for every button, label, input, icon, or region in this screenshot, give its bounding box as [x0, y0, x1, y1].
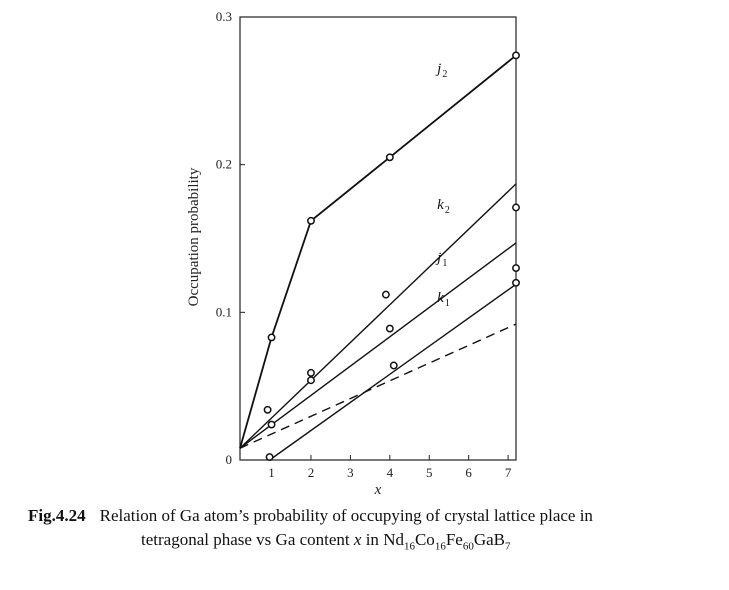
x-tick-label: 1: [268, 465, 275, 480]
x-tick-label: 4: [387, 465, 394, 480]
caption-text-3: in: [361, 530, 384, 549]
y-tick-label: 0.3: [216, 9, 232, 24]
series-lines: [239, 54, 517, 461]
series-line-k2: [239, 183, 517, 449]
series-line-dashed: [239, 323, 517, 449]
data-point-k2: [307, 368, 315, 377]
x-axis-label: x: [374, 482, 382, 498]
data-point-k2: [263, 405, 272, 414]
x-tick-label: 5: [426, 465, 433, 480]
caption-line-2: tetragonal phase vs Ga content x in Nd16…: [28, 528, 718, 558]
figure-number: Fig.4.24: [28, 506, 86, 525]
series-label-k2: k2: [437, 197, 450, 216]
series-labels: j2 k2 j1 k1: [435, 61, 450, 309]
series-line-k1: [269, 283, 517, 461]
series-label-j2: j2: [435, 61, 447, 80]
data-point-k1: [512, 278, 520, 287]
data-point-j2: [385, 153, 394, 162]
y-tick-label: 0: [226, 452, 233, 467]
x-tick-label: 2: [308, 465, 315, 480]
series-line-j2: [239, 54, 517, 449]
occupation-probability-chart: 1 2 3 4 5 6 7 0 0.1 0.2 0.3 j2 k2 j1 k1 Occupation pr…: [186, 9, 520, 498]
axis-ticks: 1 2 3 4 5 6 7 0 0.1 0.2 0.3: [216, 9, 512, 480]
data-point-k2: [512, 203, 520, 212]
y-tick-label: 0.1: [216, 304, 232, 319]
series-line-j1: [239, 242, 517, 449]
data-point-j1: [385, 324, 394, 333]
series-label-k1: k1: [437, 290, 450, 309]
series-points: [263, 51, 520, 461]
y-axis-label: Occupation probability: [186, 167, 202, 306]
plot-border: [239, 16, 517, 461]
data-point-j1: [307, 376, 315, 385]
x-tick-label: 3: [347, 465, 354, 480]
data-point-j2: [307, 216, 315, 225]
data-point-j2: [512, 51, 520, 60]
data-point-j2: [267, 333, 276, 342]
y-tick-label: 0.2: [216, 157, 232, 172]
x-tick-label: 6: [465, 465, 472, 480]
series-label-j1: j1: [435, 250, 447, 269]
data-point-k1: [267, 420, 276, 429]
caption-variable: x: [353, 530, 362, 549]
caption-text-2: tetragonal phase vs Ga content: [141, 530, 354, 549]
data-point-k1: [265, 453, 274, 461]
data-point-k2: [381, 290, 390, 299]
x-tick-label: 7: [505, 465, 512, 480]
figure-caption: Fig.4.24 Relation of Ga atom’s probabilit…: [28, 504, 718, 558]
caption-formula: Nd16Co16Fe60GaB7: [383, 530, 511, 553]
data-point-k1: [389, 361, 398, 370]
data-point-j1: [512, 264, 520, 272]
caption-text-1: Relation of Ga atom’s probability of occ…: [99, 506, 593, 525]
plot-frame: [239, 16, 517, 461]
caption-line-1: Fig.4.24 Relation of Ga atom’s probabilit…: [28, 504, 718, 528]
